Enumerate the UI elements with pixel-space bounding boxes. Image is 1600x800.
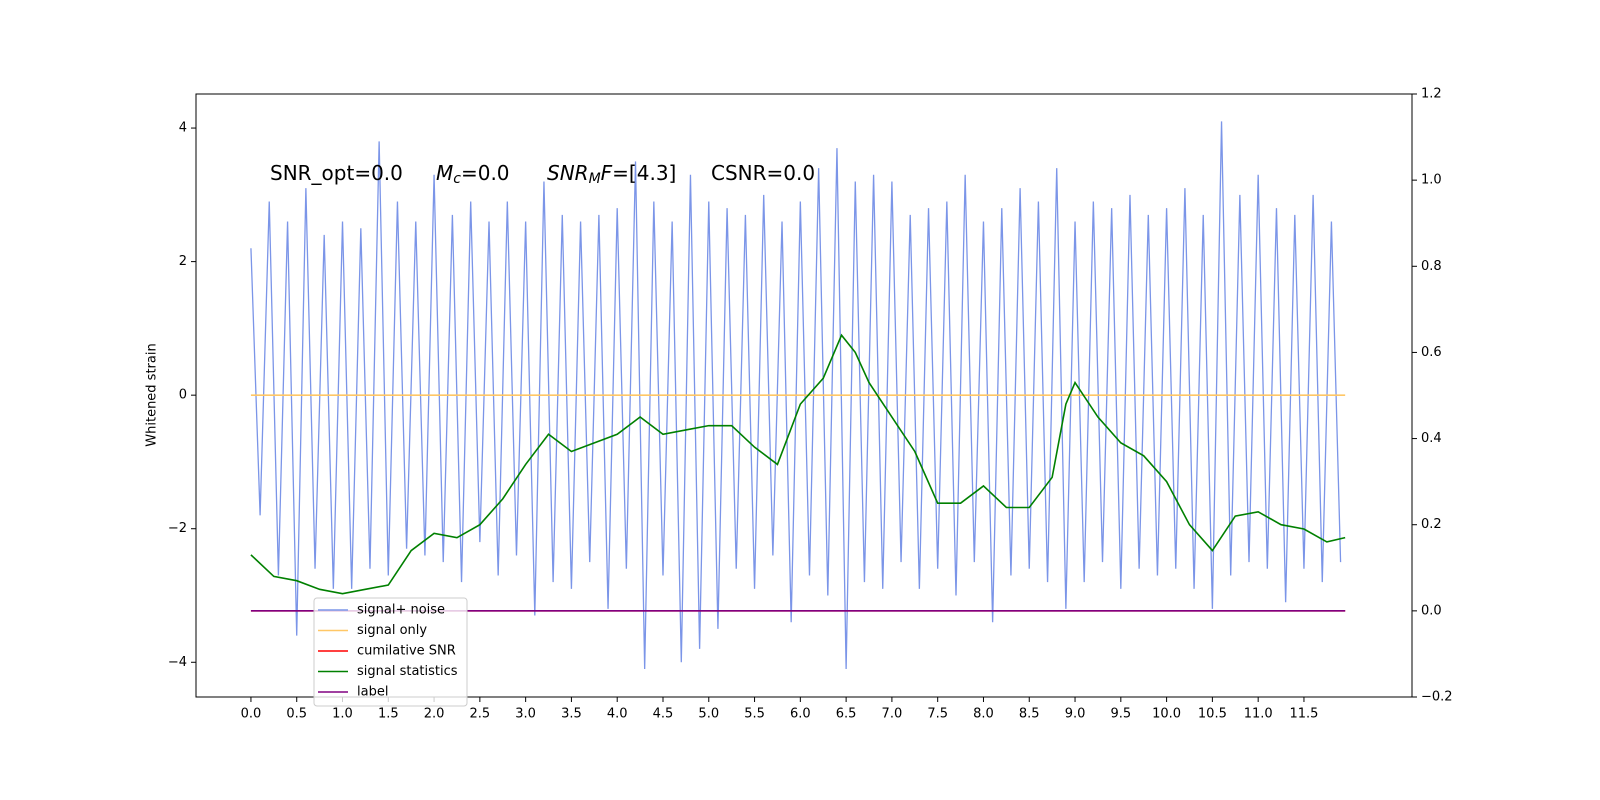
y2-tick-label: 0.8	[1421, 259, 1442, 274]
x-tick-label: 0.5	[286, 707, 307, 722]
x-tick-label: 7.0	[882, 707, 903, 722]
legend: signal+ noise signal only cumilative SNR si…	[313, 597, 468, 707]
y-tick-label: 2	[179, 254, 187, 269]
annotation-part: CSNR=0.0	[711, 161, 815, 185]
annotation-part: SNR_opt=0.0	[270, 161, 403, 185]
y-tick-label: 0	[179, 388, 187, 403]
x-tick-label: 2.5	[470, 707, 491, 722]
x-tick-label: 1.0	[332, 707, 353, 722]
x-tick-label: 1.5	[378, 707, 399, 722]
y2-tick-label: 1.0	[1421, 173, 1442, 188]
x-tick-label: 3.0	[515, 707, 536, 722]
annotation-part: SNR	[547, 161, 589, 185]
annotation: SNRMF=[4.3]	[547, 161, 676, 188]
y-tick-label: −4	[168, 655, 187, 670]
y2-tick-label: −0.2	[1421, 690, 1453, 705]
annotation-part: =0.0	[461, 161, 510, 185]
x-tick-label: 10.0	[1152, 707, 1181, 722]
series-line	[250, 121, 1342, 669]
x-tick-label: 4.0	[607, 707, 628, 722]
x-tick-label: 2.0	[424, 707, 445, 722]
legend-label: signal only	[357, 623, 427, 638]
x-tick-label: 5.5	[744, 707, 765, 722]
y2-tick-label: 0.2	[1421, 517, 1442, 532]
x-tick-label: 8.0	[973, 707, 994, 722]
y2-tick-label: 0.4	[1421, 431, 1442, 446]
x-tick-label: 6.5	[836, 707, 857, 722]
y-axis-label: Whitened strain	[145, 343, 160, 446]
annotation-part: c	[453, 171, 461, 187]
legend-label: cumilative SNR	[357, 644, 456, 659]
y2-tick-label: 0.6	[1421, 345, 1442, 360]
annotation-part: M	[436, 161, 453, 185]
annotation-part: F	[601, 161, 613, 185]
x-tick-label: 11.5	[1289, 707, 1318, 722]
annotation: SNR_opt=0.0	[270, 161, 403, 185]
legend-label: label	[357, 685, 388, 700]
y2-tick-label: 0.0	[1421, 603, 1442, 618]
legend-label: signal statistics	[357, 664, 458, 679]
x-tick-label: 5.0	[698, 707, 719, 722]
y2-tick-label: 1.2	[1421, 87, 1442, 102]
y-tick-label: −2	[168, 521, 187, 536]
x-tick-label: 9.5	[1110, 707, 1131, 722]
legend-label: signal+ noise	[357, 603, 445, 618]
x-tick-label: 4.5	[653, 707, 674, 722]
legend-box	[313, 597, 468, 707]
x-tick-label: 3.5	[561, 707, 582, 722]
x-tick-label: 9.0	[1065, 707, 1086, 722]
annotation: CSNR=0.0	[711, 161, 815, 185]
x-tick-label: 11.0	[1244, 707, 1273, 722]
annotation-part: M	[589, 171, 601, 187]
annotation-part: =[4.3]	[612, 161, 676, 185]
annotation: Mc=0.0	[436, 161, 510, 188]
y-tick-label: 4	[179, 121, 187, 136]
x-tick-label: 6.0	[790, 707, 811, 722]
series-line	[250, 333, 1346, 595]
x-tick-label: 7.5	[927, 707, 948, 722]
x-tick-label: 10.5	[1198, 707, 1227, 722]
x-tick-label: 0.0	[241, 707, 262, 722]
x-tick-label: 8.5	[1019, 707, 1040, 722]
